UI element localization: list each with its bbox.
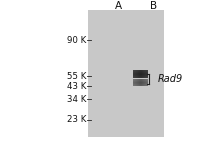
Text: 34 K: 34 K <box>66 95 86 104</box>
FancyBboxPatch shape <box>133 79 147 86</box>
Text: 55 K: 55 K <box>66 72 86 81</box>
FancyBboxPatch shape <box>88 10 163 137</box>
Text: Rad9: Rad9 <box>157 74 182 84</box>
Text: B: B <box>150 1 156 12</box>
Text: 43 K: 43 K <box>66 82 86 91</box>
FancyBboxPatch shape <box>133 70 147 78</box>
Text: A: A <box>115 1 122 12</box>
Text: 90 K: 90 K <box>67 36 86 45</box>
Text: 23 K: 23 K <box>66 115 86 124</box>
